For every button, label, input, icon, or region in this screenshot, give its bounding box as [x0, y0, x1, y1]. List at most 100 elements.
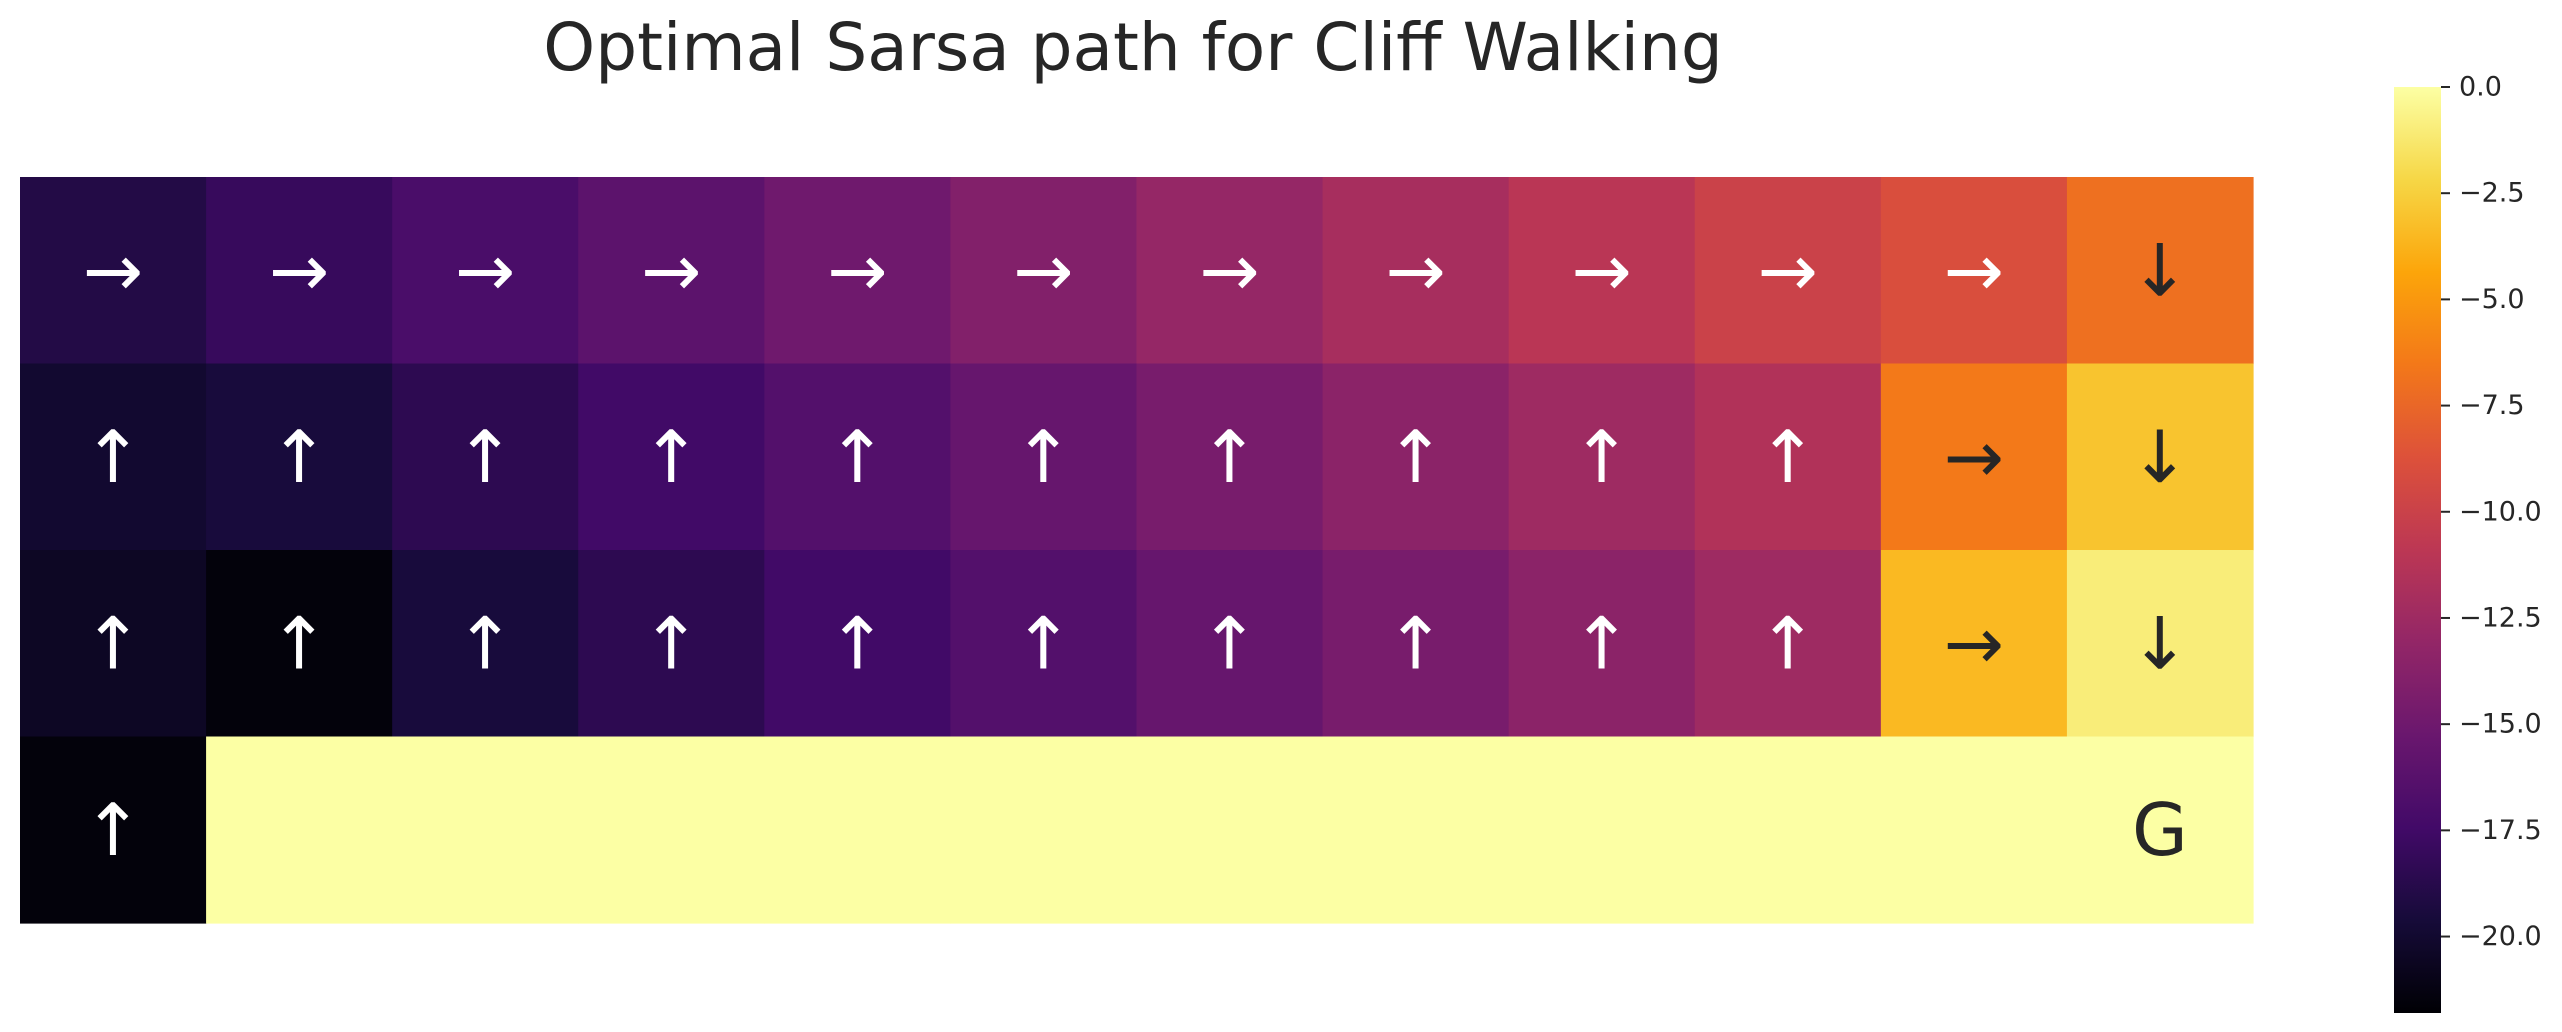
- heatmap-cell-r0-c4: [764, 177, 952, 365]
- cell-arrow-r1-c5: ↑: [1013, 415, 1073, 499]
- cell-arrow-r1-c1: ↑: [269, 415, 329, 499]
- heatmap-cell-r1-c8: [1508, 363, 1696, 551]
- cell-arrow-r0-c5: →: [1013, 228, 1073, 312]
- cell-arrow-r1-c0: ↑: [83, 415, 143, 499]
- heatmap-cell-r0-c7: [1322, 177, 1510, 365]
- colorbar-tick-label: −20.0: [2459, 921, 2542, 952]
- cell-arrow-r0-c2: →: [455, 228, 515, 312]
- heatmap-cell-r1-c4: [764, 363, 952, 551]
- heatmap-cell-r1-c11: [2066, 363, 2254, 551]
- cell-arrow-r1-c8: ↑: [1572, 415, 1632, 499]
- heatmap-cell-r3-c2: [392, 736, 579, 924]
- colorbar-gradient: [2394, 87, 2441, 1013]
- cell-arrow-r0-c0: →: [83, 228, 143, 312]
- heatmap-cell-r2-c1: [206, 550, 393, 738]
- cell-arrow-r0-c9: →: [1758, 228, 1818, 312]
- cell-arrow-r0-c7: →: [1385, 228, 1445, 312]
- heatmap-cell-r0-c1: [206, 177, 393, 365]
- cell-arrow-r0-c4: →: [827, 228, 887, 312]
- heatmap-cell-r0-c3: [578, 177, 765, 365]
- heatmap-cell-r0-c0: [20, 177, 207, 365]
- heatmap-cell-r0-c2: [392, 177, 579, 365]
- heatmap-cell-r0-c6: [1136, 177, 1324, 365]
- heatmap-cell-r1-c10: [1880, 363, 2068, 551]
- heatmap-cell-r3-c6: [1136, 736, 1324, 924]
- heatmap-cell-r1-c2: [392, 363, 579, 551]
- cell-arrow-r2-c9: ↑: [1758, 601, 1818, 685]
- heatmap-cell-r0-c9: [1694, 177, 1882, 365]
- cell-arrow-r1-c9: ↑: [1758, 415, 1818, 499]
- heatmap-cell-r3-c4: [764, 736, 952, 924]
- cell-arrow-r2-c5: ↑: [1013, 601, 1073, 685]
- heatmap-cell-r3-c1: [206, 736, 393, 924]
- cell-arrow-r2-c11: ↓: [2130, 601, 2190, 685]
- colorbar-tick-label: −5.0: [2459, 284, 2525, 315]
- heatmap-cell-r0-c10: [1880, 177, 2068, 365]
- heatmap-cell-r2-c11: [2066, 550, 2254, 738]
- heatmap-cell-r2-c5: [950, 550, 1138, 738]
- heatmap-cell-r0-c11: [2066, 177, 2254, 365]
- heatmap-cell-r2-c8: [1508, 550, 1696, 738]
- cell-arrow-r1-c11: ↓: [2130, 415, 2190, 499]
- heatmap-cell-r0-c5: [950, 177, 1138, 365]
- heatmap-cell-r1-c7: [1322, 363, 1510, 551]
- heatmap-cell-r2-c10: [1880, 550, 2068, 738]
- heatmap-cell-r3-c7: [1322, 736, 1510, 924]
- cell-arrow-r2-c7: ↑: [1385, 601, 1445, 685]
- cell-arrow-r1-c10: →: [1944, 415, 2004, 499]
- heatmap-grid: → → → → → → → → → → → ↓ ↑ ↑ ↑ ↑ ↑ ↑ ↑ ↑ ↑ ↑ → ↓ ↑ ↑ ↑ ↑ ↑ ↑ ↑ ↑ ↑ ↑ → ↓ ↑ G: [20, 177, 2254, 924]
- heatmap-cell-r1-c6: [1136, 363, 1324, 551]
- heatmap-cell-r3-c10: [1880, 736, 2068, 924]
- cell-arrow-r2-c4: ↑: [827, 601, 887, 685]
- cell-arrow-r1-c2: ↑: [455, 415, 515, 499]
- heatmap-cell-r3-c3: [578, 736, 765, 924]
- cell-arrow-r1-c3: ↑: [641, 415, 701, 499]
- heatmap-cell-r3-c8: [1508, 736, 1696, 924]
- cell-arrow-r0-c1: →: [269, 228, 329, 312]
- heatmap-cell-r1-c1: [206, 363, 393, 551]
- cell-arrow-r1-c7: ↑: [1385, 415, 1445, 499]
- colorbar: 0.0 −2.5 −5.0 −7.5 −10.0 −12.5 −15.0 −17.5 −20.0: [2394, 72, 2542, 1013]
- cell-arrow-r0-c8: →: [1572, 228, 1632, 312]
- colorbar-tick-label: −10.0: [2459, 496, 2542, 527]
- heatmap-cell-r2-c6: [1136, 550, 1324, 738]
- cell-arrow-r2-c1: ↑: [269, 601, 329, 685]
- heatmap-cell-r3-c11: [2066, 736, 2254, 924]
- heatmap-cell-r3-c5: [950, 736, 1138, 924]
- colorbar-tick-label: −2.5: [2459, 178, 2525, 209]
- heatmap-cell-r2-c3: [578, 550, 765, 738]
- cell-arrow-r2-c0: ↑: [83, 601, 143, 685]
- heatmap-cell-r1-c0: [20, 363, 207, 551]
- heatmap-cell-r1-c5: [950, 363, 1138, 551]
- colorbar-tick-label: −12.5: [2459, 602, 2542, 633]
- cell-arrow-r2-c6: ↑: [1199, 601, 1259, 685]
- heatmap-cell-r3-c9: [1694, 736, 1882, 924]
- cell-arrow-r2-c2: ↑: [455, 601, 515, 685]
- heatmap-cell-r2-c4: [764, 550, 952, 738]
- heatmap-cell-r1-c9: [1694, 363, 1882, 551]
- heatmap-cell-r3-c0: [20, 736, 207, 924]
- cell-arrow-r2-c8: ↑: [1572, 601, 1632, 685]
- heatmap-cell-r2-c2: [392, 550, 579, 738]
- cell-arrow-r0-c3: →: [641, 228, 701, 312]
- colorbar-tick-label: −7.5: [2459, 390, 2525, 421]
- heatmap-cell-r2-c0: [20, 550, 207, 738]
- chart-title: Optimal Sarsa path for Cliff Walking: [543, 9, 1722, 86]
- heatmap-cell-r2-c7: [1322, 550, 1510, 738]
- heatmap-cell-r1-c3: [578, 363, 765, 551]
- cell-arrow-r2-c10: →: [1944, 601, 2004, 685]
- cell-arrow-r1-c4: ↑: [827, 415, 887, 499]
- cell-arrow-r3-c0: ↑: [83, 788, 143, 872]
- cell-arrow-r2-c3: ↑: [641, 601, 701, 685]
- heatmap-cell-r0-c8: [1508, 177, 1696, 365]
- heatmap-cell-r2-c9: [1694, 550, 1882, 738]
- colorbar-tick-label: 0.0: [2459, 72, 2502, 103]
- cell-arrow-r1-c6: ↑: [1199, 415, 1259, 499]
- cell-arrow-r0-c11: ↓: [2130, 228, 2190, 312]
- goal-label: G: [2132, 788, 2188, 872]
- colorbar-tick-label: −17.5: [2459, 815, 2542, 846]
- colorbar-tick-label: −15.0: [2459, 709, 2542, 740]
- cell-arrow-r0-c6: →: [1199, 228, 1259, 312]
- cell-arrow-r0-c10: →: [1944, 228, 2004, 312]
